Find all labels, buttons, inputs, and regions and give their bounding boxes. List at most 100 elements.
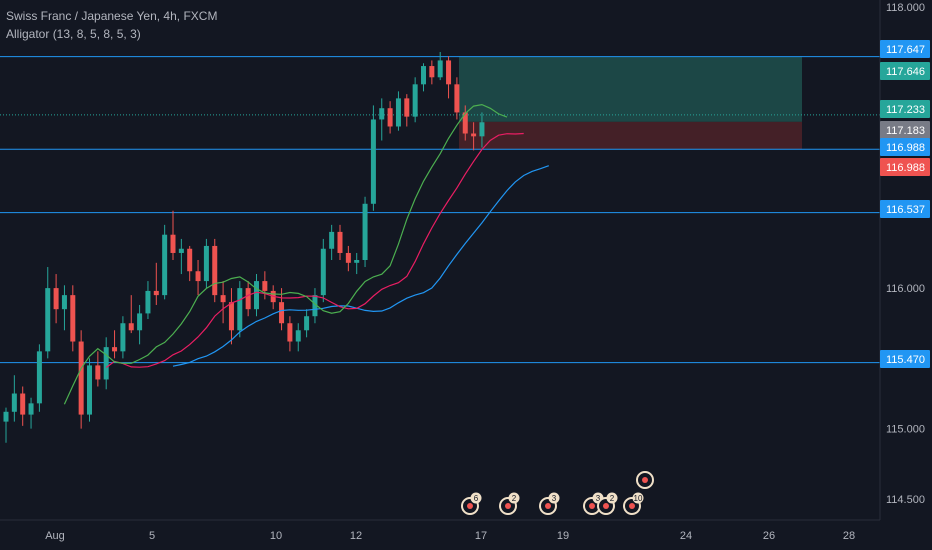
candle-body [387, 108, 393, 127]
candle-body [53, 288, 59, 310]
candle-body [162, 234, 168, 296]
price-tag-label: 117.183 [886, 125, 925, 137]
candle-body [128, 323, 134, 331]
time-tick-label: 28 [843, 530, 855, 542]
price-tag-label: 117.646 [886, 66, 925, 78]
price-tick-label: 114.500 [886, 494, 925, 506]
price-tag [880, 138, 930, 156]
price-tag [880, 158, 930, 176]
price-tag-label: 115.470 [886, 354, 925, 366]
event-count-label: 3 [596, 494, 601, 503]
event-count-label: 2 [512, 494, 517, 503]
candle-body [112, 347, 118, 352]
event-count-label: 2 [610, 494, 615, 503]
candle-body [395, 98, 401, 127]
price-tag-label: 116.537 [886, 204, 925, 216]
candle-body [479, 122, 485, 137]
candle-body [254, 281, 259, 310]
price-tick-label: 115.000 [886, 424, 925, 436]
event-count-label: 6 [474, 494, 479, 503]
alligator-lips-line [63, 103, 508, 405]
price-tag [880, 350, 930, 368]
indicator-legend[interactable]: Alligator (13, 8, 5, 8, 5, 3) [6, 27, 141, 41]
event-marker-dot [589, 503, 595, 509]
candle-body [337, 231, 343, 253]
candle-body [287, 323, 293, 342]
symbol-title[interactable]: Swiss Franc / Japanese Yen, 4h, FXCM [6, 9, 218, 23]
candle-body [103, 347, 109, 380]
candle-body [3, 411, 9, 422]
price-tag-label: 116.988 [886, 142, 925, 154]
price-tick-label: 118.000 [886, 2, 925, 14]
candle-body [212, 245, 218, 296]
time-tick-label: 12 [350, 530, 362, 542]
time-tick-label: 26 [763, 530, 775, 542]
candle-body [178, 248, 184, 253]
event-count-badge [606, 492, 618, 504]
candle-body [454, 84, 460, 113]
candle-body [345, 252, 351, 263]
event-count-badge [548, 492, 560, 504]
time-tick-label: 17 [475, 530, 487, 542]
time-tick-label: 24 [680, 530, 692, 542]
candle-body [120, 323, 126, 352]
candle-body [145, 290, 151, 314]
candle-body [295, 330, 301, 342]
event-marker-dot [545, 503, 551, 509]
time-tick-label: 19 [557, 530, 569, 542]
price-tag [880, 100, 930, 118]
price-tag-label: 116.988 [886, 162, 925, 174]
candle-body [28, 403, 34, 415]
candle-body [421, 66, 426, 85]
price-tag [880, 200, 930, 218]
alligator-teeth-line [105, 132, 524, 368]
candle-body [137, 313, 143, 331]
price-tag [880, 121, 930, 139]
price-tag [880, 40, 930, 58]
candle-body [195, 271, 201, 282]
candle-body [329, 231, 335, 249]
candle-body [95, 365, 101, 380]
event-marker-dot [629, 503, 635, 509]
candle-body [370, 119, 376, 204]
candle-body [78, 341, 84, 415]
candle-body [237, 288, 243, 331]
price-axis-bg [880, 0, 932, 550]
candle-body [228, 302, 234, 331]
candle-body [20, 393, 26, 415]
candle-body [462, 112, 468, 134]
event-count-badge [632, 492, 644, 504]
candle-body [203, 245, 209, 282]
price-tag-label: 117.647 [886, 44, 925, 56]
price-tag-label: 117.233 [886, 104, 925, 116]
candle-body [87, 365, 92, 415]
candle-body [45, 288, 51, 352]
candle-body [437, 60, 443, 78]
profit-zone [459, 56, 802, 122]
candle-body [153, 290, 159, 296]
candle-body [429, 66, 435, 78]
candle-body [245, 288, 251, 310]
candle-body [320, 248, 326, 296]
loss-zone [459, 121, 802, 150]
candle-body [262, 281, 268, 291]
candle-body [304, 316, 310, 331]
price-tick-label: 116.000 [886, 283, 925, 295]
candle-body [412, 84, 418, 117]
candle-body [187, 248, 193, 272]
candle-body [11, 393, 17, 412]
event-marker-dot [603, 503, 609, 509]
event-marker-dot [505, 503, 511, 509]
candle-body [362, 203, 368, 260]
candle-body [379, 108, 385, 120]
event-count-label: 10 [634, 494, 643, 503]
candle-body [220, 295, 226, 303]
event-count-badge [508, 492, 520, 504]
candle-body [471, 133, 477, 137]
candle-body [312, 295, 318, 317]
event-marker-dot [467, 503, 473, 509]
candle-body [354, 260, 360, 263]
event-count-label: 3 [552, 494, 557, 503]
